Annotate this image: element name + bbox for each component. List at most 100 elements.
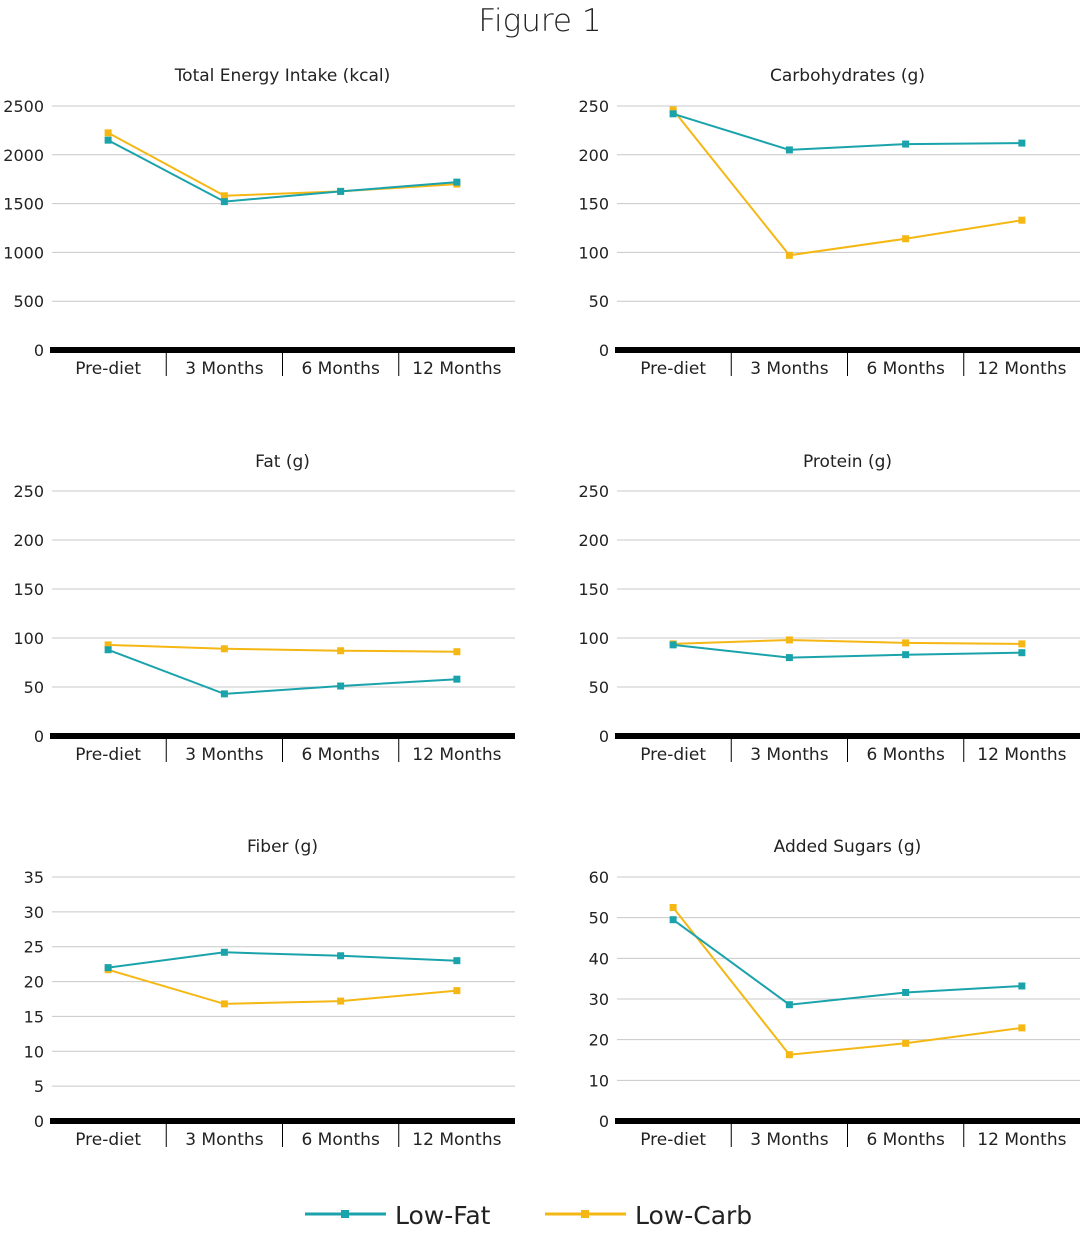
x-category-label: 12 Months — [977, 359, 1066, 379]
legend-marker-low-fat — [341, 1210, 349, 1218]
x-category-label: 3 Months — [185, 359, 264, 379]
y-tick-label: 250 — [13, 482, 44, 501]
data-point-low-carb — [902, 639, 910, 647]
y-tick-label: 200 — [578, 146, 609, 165]
data-point-low-fat — [104, 964, 112, 972]
y-tick-label: 20 — [24, 973, 44, 992]
data-point-low-carb — [669, 904, 677, 911]
series-low-carb — [104, 641, 461, 656]
x-category-label: 6 Months — [301, 1130, 380, 1150]
chart-panel-added-sugars-g: Added Sugars (g) 0 10 20 30 40 50 60 Pre-diet 3 M… — [589, 837, 1080, 1150]
x-category-label: 6 Months — [866, 745, 945, 765]
series-line-low-fat — [672, 112, 1022, 151]
y-tick-label: 100 — [578, 629, 609, 648]
series-low-fat — [104, 948, 461, 972]
data-point-low-fat — [669, 110, 677, 118]
y-tick-label: 15 — [24, 1007, 44, 1026]
legend-label-low-fat: Low-Fat — [395, 1201, 491, 1230]
data-point-low-carb — [785, 251, 793, 259]
x-category-label: 3 Months — [750, 359, 829, 379]
series-line-low-fat — [672, 918, 1022, 1006]
x-category-label: 6 Months — [301, 745, 380, 765]
data-point-low-fat — [902, 988, 910, 996]
data-point-low-fat — [1018, 982, 1026, 990]
data-point-low-fat — [669, 916, 677, 924]
y-tick-label: 250 — [578, 97, 609, 116]
y-tick-label: 150 — [13, 580, 44, 599]
data-point-low-carb — [1018, 1024, 1026, 1032]
y-tick-label: 40 — [589, 949, 609, 968]
data-point-low-fat — [337, 682, 345, 690]
data-point-low-fat — [453, 178, 461, 186]
y-tick-label: 250 — [578, 482, 609, 501]
y-tick-label: 30 — [589, 990, 609, 1009]
chart-title: Fat (g) — [255, 452, 310, 472]
y-tick-label: 50 — [589, 678, 609, 697]
x-category-label: 6 Months — [301, 359, 380, 379]
data-point-low-carb — [785, 1051, 793, 1059]
y-tick-label: 1500 — [3, 195, 44, 214]
x-category-label: 3 Months — [185, 745, 264, 765]
y-tick-label: 150 — [578, 195, 609, 214]
data-point-low-carb — [902, 235, 910, 243]
y-tick-label: 100 — [13, 629, 44, 648]
data-point-low-carb — [902, 1039, 910, 1047]
y-tick-label: 25 — [24, 938, 44, 957]
data-point-low-fat — [902, 140, 910, 148]
y-tick-label: 5 — [34, 1077, 44, 1096]
series-line-low-carb — [672, 109, 1023, 257]
legend-label-low-carb: Low-Carb — [635, 1201, 752, 1230]
legend-item-low-carb: Low-Carb — [545, 1201, 752, 1230]
legend-marker-low-carb — [581, 1210, 589, 1218]
series-line-low-carb — [107, 968, 457, 1005]
chart-title: Added Sugars (g) — [774, 837, 922, 857]
x-category-label: 12 Months — [977, 1130, 1066, 1150]
x-category-label: 12 Months — [412, 359, 501, 379]
data-point-low-fat — [453, 957, 461, 965]
chart-panel-carbohydrates-g: Carbohydrates (g) 0 50 100 150 200 250 Pre-diet… — [578, 66, 1080, 379]
chart-panel-protein-g: Protein (g) 0 50 100 150 200 250 Pre-diet 3 Mont… — [578, 452, 1080, 765]
data-point-low-carb — [104, 641, 112, 649]
data-point-low-carb — [104, 129, 112, 137]
y-tick-label: 0 — [34, 1112, 44, 1131]
series-line-low-carb — [108, 643, 457, 653]
chart-panels: Total Energy Intake (kcal)05001000150020… — [3, 66, 1080, 1150]
chart-title: Total Energy Intake (kcal) — [174, 66, 391, 86]
data-point-low-fat — [785, 654, 793, 662]
data-point-low-carb — [220, 192, 228, 200]
data-point-low-fat — [220, 690, 228, 698]
x-category-label: Pre-diet — [640, 745, 706, 765]
data-point-low-fat — [785, 146, 793, 154]
chart-title: Protein (g) — [803, 452, 892, 472]
figure-title: Figure 1 — [478, 3, 601, 39]
y-tick-label: 0 — [599, 727, 609, 746]
data-point-low-carb — [453, 987, 461, 995]
data-point-low-carb — [453, 648, 461, 656]
data-point-low-fat — [1018, 649, 1026, 657]
legend-item-low-fat: Low-Fat — [305, 1201, 491, 1230]
data-point-low-carb — [1018, 640, 1026, 648]
y-tick-label: 150 — [578, 580, 609, 599]
series-line-low-fat — [107, 139, 457, 203]
y-tick-label: 200 — [13, 531, 44, 550]
y-tick-label: 500 — [13, 292, 44, 311]
series-low-fat — [104, 646, 461, 698]
data-point-low-fat — [337, 952, 345, 960]
series-low-carb — [669, 106, 1026, 259]
series-line-low-fat — [672, 643, 1022, 659]
series-low-fat — [669, 641, 1026, 662]
x-category-label: 3 Months — [750, 1130, 829, 1150]
series-low-fat — [669, 916, 1026, 1009]
data-point-low-carb — [1018, 216, 1026, 224]
x-category-label: 6 Months — [866, 359, 945, 379]
y-tick-label: 20 — [589, 1031, 609, 1050]
y-tick-label: 50 — [589, 909, 609, 928]
data-point-low-fat — [669, 641, 677, 649]
x-category-label: 6 Months — [866, 1130, 945, 1150]
x-category-label: Pre-diet — [640, 1130, 706, 1150]
series-line-low-carb — [672, 906, 1023, 1056]
y-tick-label: 2000 — [3, 146, 44, 165]
data-point-low-carb — [337, 647, 345, 655]
data-point-low-carb — [220, 645, 228, 653]
